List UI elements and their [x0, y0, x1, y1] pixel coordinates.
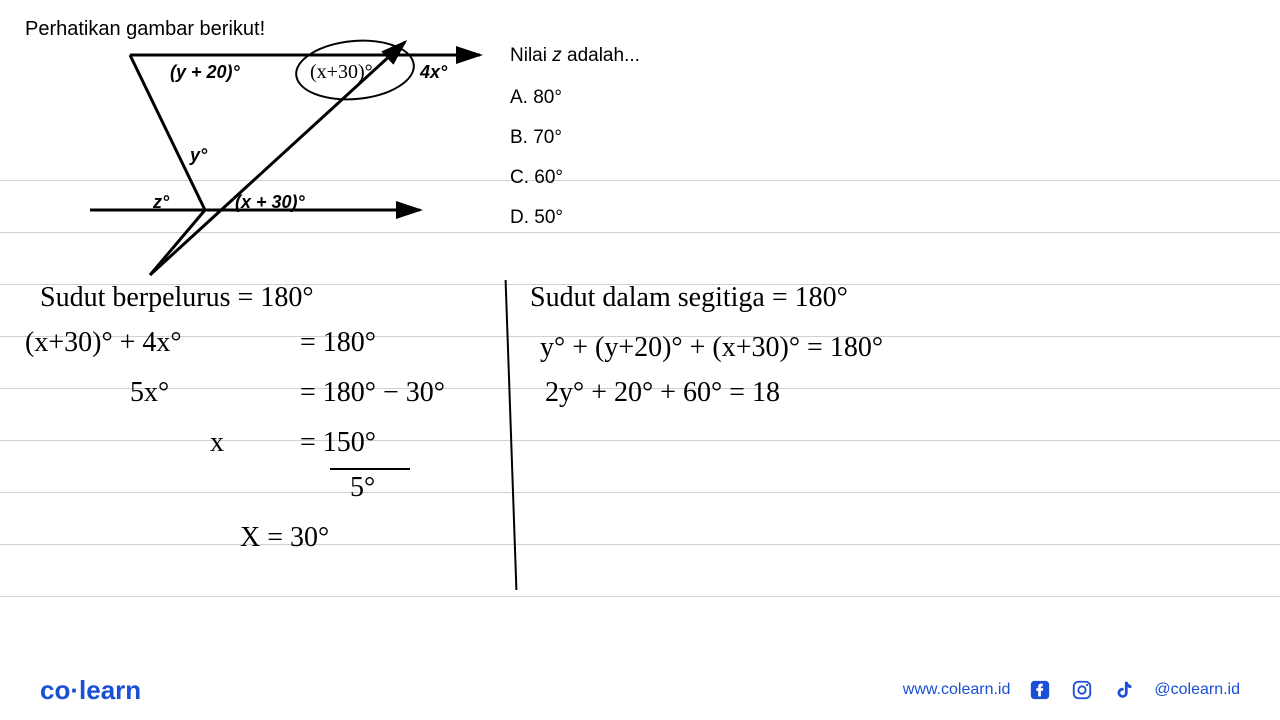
question-prompt: Nilai z adalah... — [510, 45, 640, 67]
option-b: B. 70° — [510, 127, 640, 149]
facebook-icon — [1028, 678, 1052, 702]
footer-right: www.colearn.id @colearn.id — [903, 678, 1240, 702]
tiktok-icon — [1112, 678, 1136, 702]
logo: co·learn — [40, 675, 141, 706]
footer: co·learn www.colearn.id @colearn.id — [0, 660, 1280, 720]
option-c: C. 60° — [510, 167, 640, 189]
hand-right-2: y° + (y+20)° + (x+30)° = 180° — [540, 330, 883, 366]
geometry-diagram: (y + 20)° 4x° y° z° (x + 30)° (x+30)° — [90, 40, 490, 280]
option-a: A. 80° — [510, 87, 640, 109]
hand-left-2b: = 180° — [300, 325, 376, 361]
footer-url: www.colearn.id — [903, 681, 1011, 699]
footer-handle: @colearn.id — [1154, 681, 1240, 699]
label-x-plus-30: (x + 30)° — [235, 192, 305, 213]
hand-right-3: 2y° + 20° + 60° = 18 — [545, 375, 780, 411]
prompt-prefix: Nilai — [510, 45, 552, 66]
hand-left-3a: 5x° — [130, 375, 169, 411]
logo-dot: · — [70, 675, 79, 705]
instagram-icon — [1070, 678, 1094, 702]
label-y: y° — [190, 145, 207, 166]
hand-left-4num: = 150° — [300, 425, 376, 461]
label-y-plus-20: (y + 20)° — [170, 62, 240, 83]
hand-right-1: Sudut dalam segitiga = 180° — [530, 280, 848, 316]
instruction-text: Perhatikan gambar berikut! — [25, 18, 265, 41]
question-block: Nilai z adalah... A. 80° B. 70° C. 60° D… — [510, 45, 640, 247]
hand-left-1: Sudut berpelurus = 180° — [40, 280, 314, 316]
hand-left-4a: x — [210, 425, 224, 461]
option-d: D. 50° — [510, 207, 640, 229]
prompt-suffix: adalah... — [562, 45, 640, 66]
ruled-line — [0, 440, 1280, 441]
label-4x: 4x° — [420, 62, 447, 83]
hand-left-3b: = 180° − 30° — [300, 375, 445, 411]
logo-learn: learn — [79, 675, 141, 705]
ruled-line — [0, 544, 1280, 545]
hand-left-5: X = 30° — [240, 520, 329, 556]
label-z: z° — [153, 192, 169, 213]
hand-left-4den: 5° — [350, 470, 375, 506]
prompt-var: z — [552, 45, 562, 66]
ruled-line — [0, 492, 1280, 493]
hand-left-2a: (x+30)° + 4x° — [25, 325, 182, 361]
ruled-line — [0, 596, 1280, 597]
logo-co: co — [40, 675, 70, 705]
